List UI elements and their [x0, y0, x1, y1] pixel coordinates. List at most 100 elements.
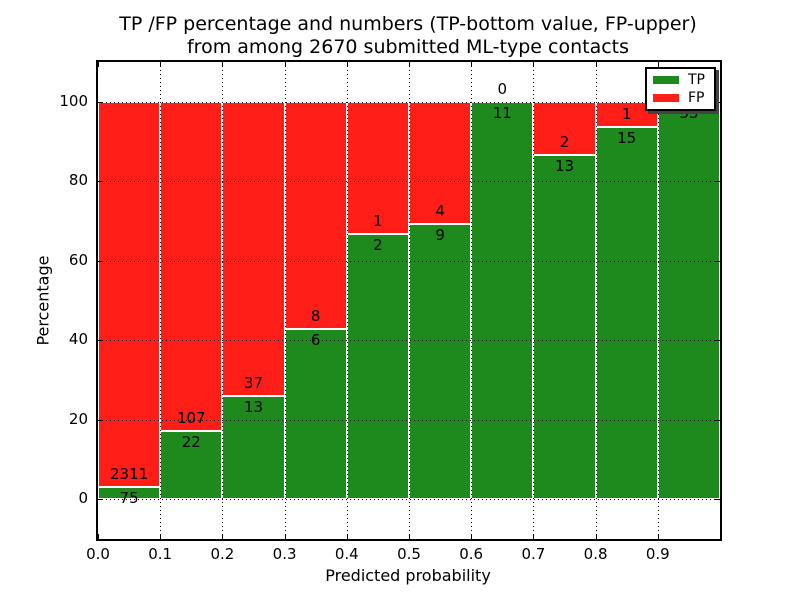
y-axis-tick — [715, 419, 720, 421]
y-tick-label: 80 — [68, 171, 88, 190]
y-axis-tick — [715, 181, 720, 183]
tp-bar — [533, 154, 596, 500]
tp-bar — [595, 126, 658, 500]
plot-area: 231175107223713861249011213115033 — [96, 60, 722, 541]
y-tick-label: 100 — [59, 91, 88, 110]
x-axis-tick — [657, 62, 659, 67]
y-axis-tick — [715, 340, 720, 342]
fp-bar — [160, 101, 223, 432]
tp-bar — [346, 234, 409, 500]
legend-label-fp: FP — [688, 90, 705, 106]
fp-count-label: 37 — [243, 373, 264, 392]
fp-bar — [222, 101, 285, 396]
x-tick-label: 0.2 — [210, 545, 235, 563]
y-axis-tick — [98, 340, 103, 342]
x-axis-tick — [346, 62, 348, 67]
tp-count-label: 15 — [617, 128, 637, 147]
fp-bar — [98, 101, 161, 487]
fp-count-label: 8 — [310, 306, 321, 325]
vertical-gridline — [409, 62, 410, 539]
x-axis-tick — [657, 534, 659, 539]
x-axis-label: Predicted probability — [325, 566, 491, 585]
tp-count-label: 22 — [181, 433, 201, 452]
x-tick-label: 0.3 — [272, 545, 297, 563]
x-axis-tick — [533, 62, 535, 67]
tp-bar — [409, 224, 472, 500]
chart-title: TP /FP percentage and numbers (TP-bottom… — [8, 13, 800, 59]
x-tick-label: 0.7 — [521, 545, 546, 563]
x-axis-tick — [160, 534, 162, 539]
tp-bar — [657, 101, 720, 500]
fp-count-label: 2 — [559, 132, 570, 151]
tp-bar — [222, 395, 285, 500]
x-axis-tick — [160, 62, 162, 67]
tp-count-label: 13 — [243, 397, 264, 416]
x-axis-tick — [409, 534, 410, 539]
legend: TP FP — [645, 67, 716, 111]
x-axis-tick — [346, 534, 348, 539]
fp-count-label: 107 — [176, 409, 206, 428]
tp-swatch-icon — [653, 76, 679, 84]
x-axis-tick — [533, 534, 535, 539]
tp-bar — [284, 328, 347, 500]
tp-count-label: 2 — [373, 236, 383, 255]
x-axis-tick — [284, 62, 286, 67]
y-tick-label: 40 — [68, 330, 88, 349]
tp-bar — [160, 431, 223, 500]
x-axis-tick — [471, 534, 473, 539]
x-tick-label: 0.8 — [583, 545, 608, 563]
x-tick-label: 0.0 — [86, 545, 110, 563]
y-axis-tick — [98, 260, 103, 262]
vertical-gridline — [284, 62, 286, 539]
x-tick-label: 0.5 — [397, 545, 421, 563]
tp-bar — [471, 101, 534, 500]
y-axis-tick — [715, 101, 720, 103]
tp-count-label: 6 — [310, 330, 321, 349]
fp-bar — [284, 101, 347, 329]
y-axis-tick — [98, 419, 103, 421]
legend-label-tp: TP — [688, 72, 705, 88]
y-axis-label: Percentage — [33, 255, 53, 346]
y-axis-tick — [98, 499, 103, 501]
fp-count-label: 1 — [621, 104, 632, 123]
fp-count-label: 2311 — [110, 464, 149, 483]
tp-bar — [98, 486, 161, 500]
x-tick-label: 0.9 — [645, 545, 670, 563]
y-axis-tick — [715, 499, 720, 501]
y-axis-tick — [98, 181, 103, 183]
x-axis-tick — [409, 62, 410, 67]
fp-count-label: 4 — [435, 202, 445, 221]
x-tick-label: 0.4 — [334, 545, 359, 563]
x-axis-tick — [471, 62, 473, 67]
x-axis-tick — [595, 534, 597, 539]
x-tick-label: 0.6 — [459, 545, 484, 563]
legend-item-tp: TP — [653, 72, 708, 88]
vertical-gridline — [657, 62, 659, 539]
x-axis-tick — [222, 534, 224, 539]
tp-count-label: 11 — [492, 103, 512, 122]
fp-bar — [346, 101, 409, 235]
y-tick-label: 60 — [68, 250, 88, 269]
tp-count-label: 75 — [119, 488, 139, 507]
x-axis-tick — [222, 62, 224, 67]
y-axis-tick — [98, 101, 103, 103]
chart-title-line1: TP /FP percentage and numbers (TP-bottom… — [119, 13, 697, 35]
tp-count-label: 13 — [554, 156, 575, 175]
fp-count-label: 0 — [497, 79, 508, 98]
x-tick-label: 0.1 — [148, 545, 173, 563]
vertical-gridline — [160, 62, 162, 539]
x-axis-tick — [284, 534, 286, 539]
fp-count-label: 1 — [373, 212, 383, 231]
x-axis-tick — [98, 534, 99, 539]
y-tick-label: 20 — [68, 409, 88, 428]
vertical-gridline — [595, 62, 597, 539]
tp-count-label: 9 — [435, 226, 445, 245]
vertical-gridline — [346, 62, 348, 539]
legend-item-fp: FP — [653, 90, 708, 106]
x-axis-tick — [98, 62, 99, 67]
vertical-gridline — [471, 62, 473, 539]
x-axis-tick — [595, 62, 597, 67]
y-axis-tick — [715, 260, 720, 262]
vertical-gridline — [222, 62, 224, 539]
